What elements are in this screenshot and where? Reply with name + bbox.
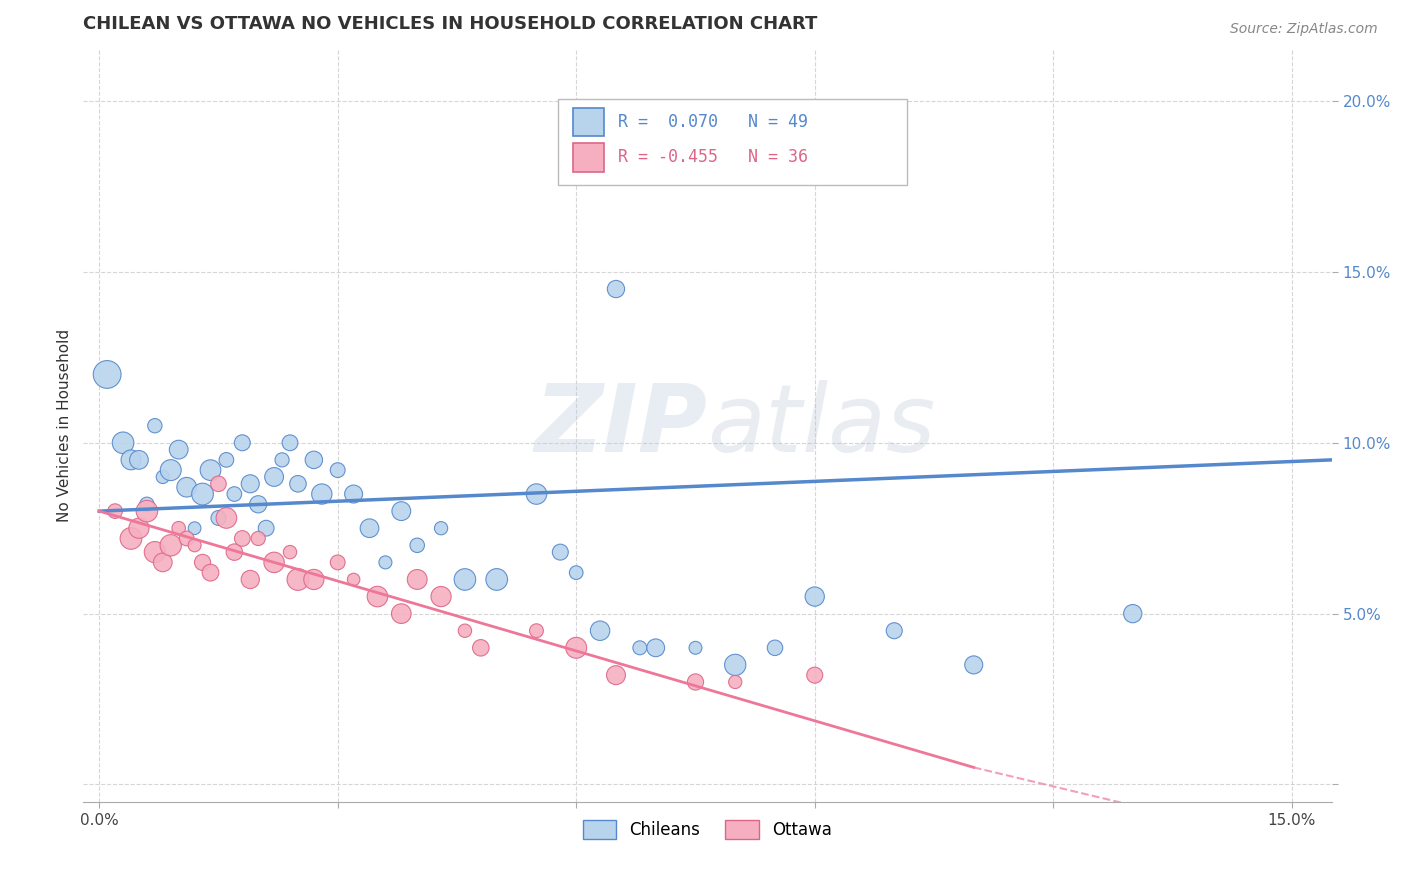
Point	[565, 566, 588, 580]
Point	[207, 511, 229, 525]
Text: R =  0.070   N = 49: R = 0.070 N = 49	[617, 113, 807, 131]
Point	[526, 487, 548, 501]
Point	[589, 624, 612, 638]
Point	[200, 463, 222, 477]
Point	[342, 573, 364, 587]
Point	[239, 573, 262, 587]
Point	[685, 675, 707, 690]
Point	[167, 442, 190, 457]
Point	[406, 538, 429, 552]
Point	[550, 545, 572, 559]
Point	[454, 573, 477, 587]
Point	[485, 573, 508, 587]
Point	[565, 640, 588, 655]
FancyBboxPatch shape	[558, 99, 907, 186]
Point	[112, 435, 135, 450]
Point	[605, 668, 627, 682]
Point	[374, 555, 396, 569]
Text: ZIP: ZIP	[534, 380, 707, 472]
Point	[389, 607, 412, 621]
FancyBboxPatch shape	[572, 143, 603, 171]
Point	[191, 555, 214, 569]
Point	[389, 504, 412, 518]
Point	[167, 521, 190, 535]
Point	[183, 521, 205, 535]
Point	[883, 624, 905, 638]
Point	[263, 470, 285, 484]
Point	[159, 463, 181, 477]
Point	[963, 657, 986, 672]
Point	[176, 480, 198, 494]
Point	[271, 453, 294, 467]
Point	[1122, 607, 1144, 621]
Point	[200, 566, 222, 580]
Point	[215, 453, 238, 467]
Point	[96, 368, 118, 382]
Point	[231, 532, 253, 546]
Point	[135, 504, 157, 518]
Point	[254, 521, 277, 535]
Y-axis label: No Vehicles in Household: No Vehicles in Household	[58, 329, 72, 523]
Point	[159, 538, 181, 552]
Point	[644, 640, 666, 655]
Point	[152, 470, 174, 484]
Point	[470, 640, 492, 655]
Text: R = -0.455   N = 36: R = -0.455 N = 36	[617, 148, 807, 166]
Point	[152, 555, 174, 569]
Point	[803, 668, 825, 682]
Point	[128, 521, 150, 535]
Point	[326, 463, 349, 477]
Point	[803, 590, 825, 604]
Point	[120, 532, 142, 546]
Point	[215, 511, 238, 525]
Legend: Chileans, Ottawa: Chileans, Ottawa	[576, 814, 838, 846]
Point	[454, 624, 477, 638]
Point	[287, 573, 309, 587]
Text: Source: ZipAtlas.com: Source: ZipAtlas.com	[1230, 22, 1378, 37]
Point	[287, 476, 309, 491]
Point	[628, 640, 651, 655]
Point	[191, 487, 214, 501]
Point	[685, 640, 707, 655]
Point	[207, 476, 229, 491]
Point	[224, 545, 246, 559]
Point	[430, 590, 453, 604]
Point	[406, 573, 429, 587]
Point	[430, 521, 453, 535]
Point	[143, 545, 166, 559]
Point	[143, 418, 166, 433]
Point	[342, 487, 364, 501]
Point	[239, 476, 262, 491]
Point	[326, 555, 349, 569]
Point	[176, 532, 198, 546]
Point	[278, 545, 301, 559]
Point	[104, 504, 127, 518]
Point	[302, 453, 325, 467]
Point	[724, 657, 747, 672]
Point	[366, 590, 388, 604]
Point	[135, 497, 157, 511]
Point	[278, 435, 301, 450]
Point	[605, 282, 627, 296]
Point	[247, 532, 270, 546]
Text: CHILEAN VS OTTAWA NO VEHICLES IN HOUSEHOLD CORRELATION CHART: CHILEAN VS OTTAWA NO VEHICLES IN HOUSEHO…	[83, 15, 818, 33]
Text: atlas: atlas	[707, 380, 935, 471]
Point	[120, 453, 142, 467]
Point	[247, 497, 270, 511]
Point	[359, 521, 381, 535]
Point	[183, 538, 205, 552]
Point	[263, 555, 285, 569]
Point	[763, 640, 786, 655]
FancyBboxPatch shape	[572, 108, 603, 136]
Point	[526, 624, 548, 638]
Point	[128, 453, 150, 467]
Point	[724, 675, 747, 690]
Point	[302, 573, 325, 587]
Point	[231, 435, 253, 450]
Point	[311, 487, 333, 501]
Point	[224, 487, 246, 501]
